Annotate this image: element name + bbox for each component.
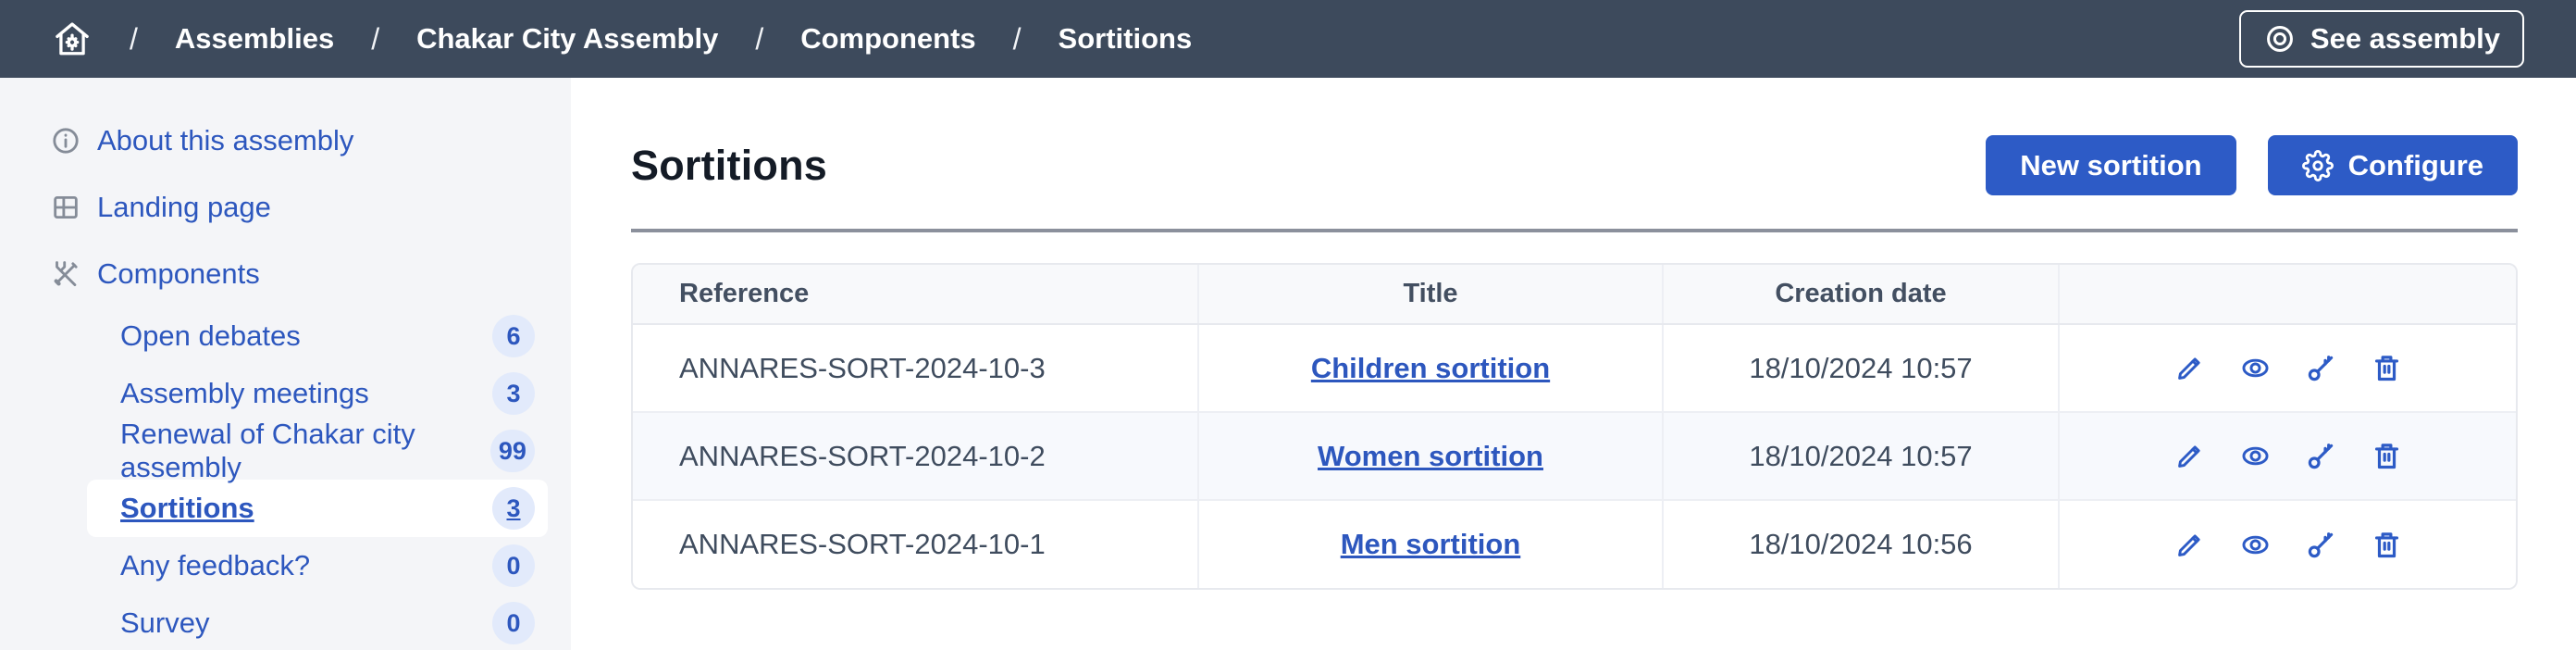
permissions-button[interactable] bbox=[2305, 529, 2337, 561]
preview-button[interactable] bbox=[2239, 529, 2272, 561]
sidebar-item-components[interactable]: Components bbox=[0, 241, 571, 307]
count-badge: 0 bbox=[492, 602, 535, 644]
sidebar-item-label: Renewal of Chakar city assembly bbox=[120, 418, 415, 483]
home-gear-icon[interactable] bbox=[52, 19, 93, 59]
pencil-icon bbox=[2177, 357, 2200, 380]
breadcrumb-separator: / bbox=[130, 21, 138, 56]
info-icon bbox=[50, 125, 81, 156]
breadcrumb-components[interactable]: Components bbox=[800, 22, 976, 55]
topbar: / Assemblies / Chakar City Assembly / Co… bbox=[0, 0, 2576, 78]
count-badge: 3 bbox=[492, 372, 535, 415]
tools-icon bbox=[50, 258, 81, 290]
column-header-creation-date: Creation date bbox=[1663, 265, 2060, 325]
table-header-row: Reference Title Creation date bbox=[633, 265, 2516, 325]
permissions-button[interactable] bbox=[2305, 352, 2337, 384]
edit-button[interactable] bbox=[2174, 529, 2206, 561]
sidebar-item-label: Components bbox=[97, 257, 260, 290]
sidebar-item-any-feedback[interactable]: Any feedback? 0 bbox=[87, 537, 548, 594]
breadcrumb-separator: / bbox=[755, 21, 764, 56]
trash-icon bbox=[2374, 356, 2398, 381]
sidebar-item-label: About this assembly bbox=[97, 124, 354, 156]
reference-cell: ANNARES-SORT-2024-10-1 bbox=[633, 499, 1199, 588]
configure-label: Configure bbox=[2347, 148, 2483, 181]
eye-target-icon bbox=[2266, 26, 2293, 52]
table-row: ANNARES-SORT-2024-10-1 Men sortition 18/… bbox=[633, 499, 2516, 588]
see-assembly-label: See assembly bbox=[2310, 22, 2500, 55]
divider bbox=[631, 229, 2518, 232]
sidebar-item-label: Sortitions bbox=[120, 492, 254, 524]
preview-button[interactable] bbox=[2239, 352, 2272, 384]
breadcrumb-sortitions[interactable]: Sortitions bbox=[1058, 22, 1193, 55]
breadcrumb-separator: / bbox=[1012, 21, 1022, 56]
preview-button[interactable] bbox=[2239, 440, 2272, 472]
breadcrumb-assembly-name[interactable]: Chakar City Assembly bbox=[416, 22, 719, 55]
key-icon bbox=[2308, 356, 2333, 381]
trash-icon bbox=[2374, 444, 2398, 469]
sidebar-item-sortitions[interactable]: Sortitions 3 bbox=[87, 480, 548, 537]
eye-icon bbox=[2241, 358, 2269, 378]
new-sortition-button[interactable]: New sortition bbox=[1986, 135, 2236, 195]
sidebar-item-open-debates[interactable]: Open debates 6 bbox=[87, 307, 548, 365]
edit-button[interactable] bbox=[2174, 440, 2206, 472]
sidebar-item-label: Any feedback? bbox=[120, 549, 311, 581]
sidebar-item-landing-page[interactable]: Landing page bbox=[0, 174, 571, 241]
delete-button[interactable] bbox=[2371, 352, 2403, 384]
eye-icon bbox=[2241, 535, 2269, 554]
pencil-icon bbox=[2177, 533, 2200, 556]
sidebar-item-assembly-meetings[interactable]: Assembly meetings 3 bbox=[87, 365, 548, 422]
breadcrumb-assemblies[interactable]: Assemblies bbox=[174, 22, 335, 55]
creation-date-cell: 18/10/2024 10:56 bbox=[1663, 499, 2060, 588]
sidebar-item-renewal[interactable]: Renewal of Chakar city assembly 99 bbox=[87, 418, 548, 483]
key-icon bbox=[2308, 444, 2333, 469]
column-header-reference: Reference bbox=[633, 265, 1199, 325]
gear-icon bbox=[2301, 149, 2334, 181]
new-sortition-label: New sortition bbox=[2020, 148, 2202, 181]
main-content: Sortitions New sortition Configure bbox=[571, 78, 2576, 650]
column-header-actions bbox=[2059, 265, 2516, 325]
reference-cell: ANNARES-SORT-2024-10-2 bbox=[633, 411, 1199, 500]
table-row: ANNARES-SORT-2024-10-3 Children sortitio… bbox=[633, 324, 2516, 412]
edit-button[interactable] bbox=[2174, 352, 2206, 384]
trash-icon bbox=[2374, 531, 2398, 557]
sidebar-item-survey[interactable]: Survey 0 bbox=[87, 594, 548, 650]
sortition-link[interactable]: Women sortition bbox=[1318, 439, 1543, 472]
sidebar: About this assembly Landing page bbox=[0, 78, 571, 650]
layout-icon bbox=[50, 192, 81, 223]
sidebar-item-about[interactable]: About this assembly bbox=[0, 107, 571, 174]
key-icon bbox=[2308, 531, 2333, 557]
count-badge: 99 bbox=[489, 430, 535, 472]
delete-button[interactable] bbox=[2371, 529, 2403, 561]
eye-icon bbox=[2241, 446, 2269, 466]
sidebar-item-label: Landing page bbox=[97, 191, 271, 223]
sidebar-item-label: Open debates bbox=[120, 319, 301, 352]
breadcrumb: / Assemblies / Chakar City Assembly / Co… bbox=[52, 19, 1192, 59]
column-header-title: Title bbox=[1198, 265, 1664, 325]
breadcrumb-separator: / bbox=[371, 21, 380, 56]
sortitions-table: Reference Title Creation date ANNARES-SO… bbox=[631, 263, 2518, 590]
count-badge: 6 bbox=[492, 315, 535, 357]
sidebar-item-label: Assembly meetings bbox=[120, 377, 369, 409]
permissions-button[interactable] bbox=[2305, 440, 2337, 472]
creation-date-cell: 18/10/2024 10:57 bbox=[1663, 324, 2060, 412]
reference-cell: ANNARES-SORT-2024-10-3 bbox=[633, 324, 1199, 412]
count-badge: 3 bbox=[492, 487, 535, 530]
see-assembly-button[interactable]: See assembly bbox=[2238, 10, 2524, 68]
sortition-link[interactable]: Men sortition bbox=[1340, 528, 1521, 560]
creation-date-cell: 18/10/2024 10:57 bbox=[1663, 411, 2060, 500]
configure-button[interactable]: Configure bbox=[2267, 135, 2518, 195]
sortition-link[interactable]: Children sortition bbox=[1310, 351, 1551, 384]
count-badge: 0 bbox=[492, 544, 535, 587]
page-title: Sortitions bbox=[631, 141, 827, 189]
table-row: ANNARES-SORT-2024-10-2 Women sortition 1… bbox=[633, 411, 2516, 500]
pencil-icon bbox=[2177, 445, 2200, 468]
sidebar-item-label: Survey bbox=[120, 606, 210, 639]
delete-button[interactable] bbox=[2371, 440, 2403, 472]
